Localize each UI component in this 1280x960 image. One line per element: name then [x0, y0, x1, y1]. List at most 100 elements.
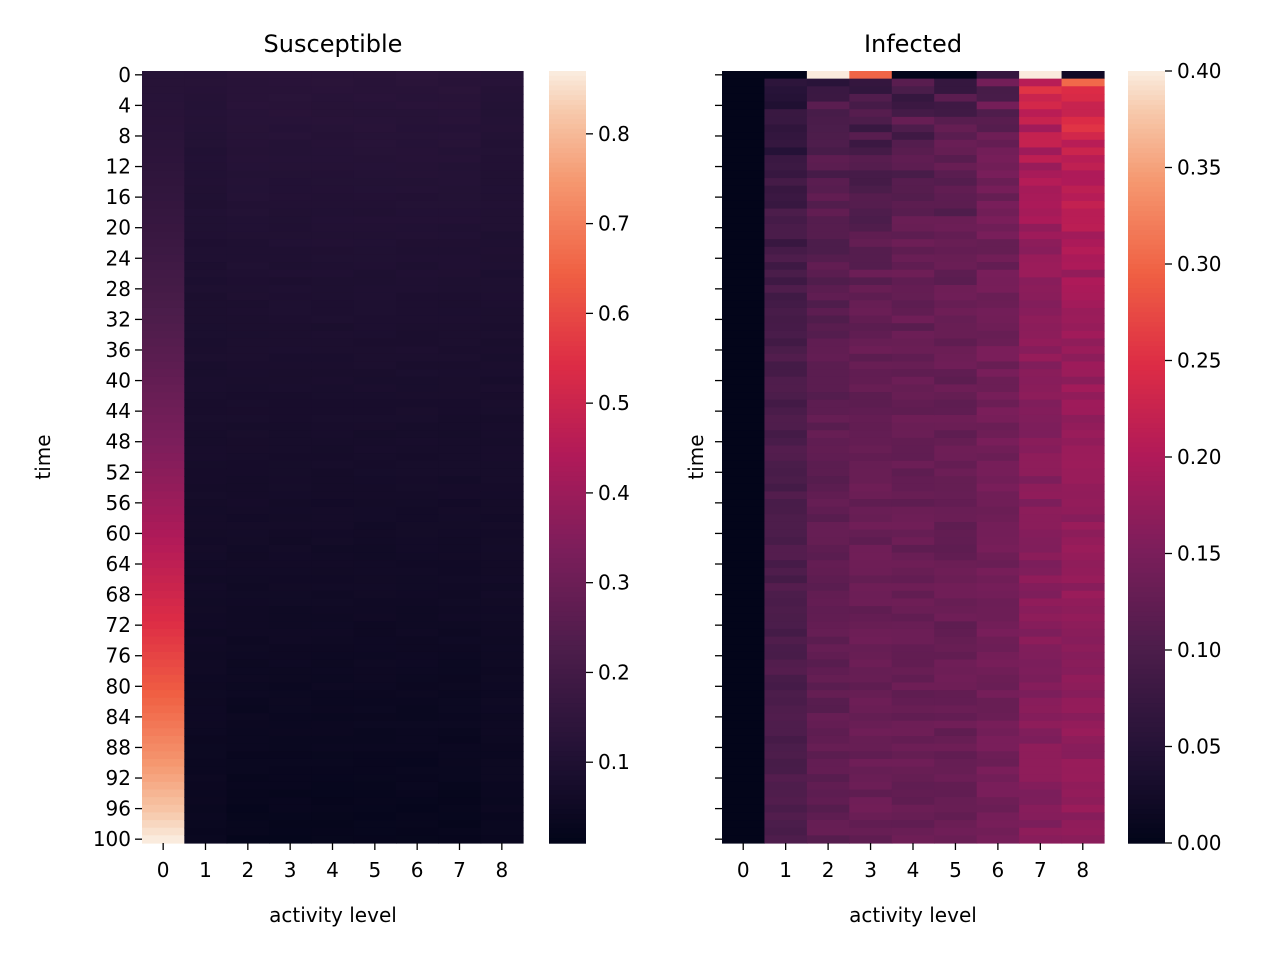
heat-cell-8-13	[480, 170, 524, 179]
heat-cell-6-10	[976, 147, 1020, 156]
colorbar-segment-12	[1128, 128, 1165, 135]
heat-cell-6-1	[976, 78, 1020, 87]
y-tick-label-60: 60	[106, 521, 131, 545]
heat-cell-8-40	[480, 376, 524, 385]
colorbar-segment-115	[1128, 625, 1165, 632]
heat-cell-4-64	[311, 560, 355, 569]
heat-cell-2-46	[226, 422, 270, 431]
heat-cell-3-9	[849, 139, 893, 149]
heat-cell-8-45	[480, 414, 524, 424]
heat-cell-7-46	[438, 422, 482, 431]
heat-cell-0-49	[722, 445, 766, 454]
heat-cell-7-39	[438, 369, 482, 378]
heat-cell-7-99	[438, 827, 482, 836]
heat-cell-2-97	[226, 812, 270, 821]
heat-cell-2-54	[806, 483, 850, 492]
heat-cell-3-88	[269, 743, 312, 752]
heat-cell-4-25	[891, 262, 935, 271]
heat-cell-1-36	[764, 346, 808, 355]
heat-cell-1-30	[764, 300, 808, 309]
heat-cell-2-20	[226, 223, 270, 233]
heat-cell-6-53	[976, 476, 1020, 485]
heat-cell-3-15	[269, 185, 312, 194]
heat-cell-0-36	[142, 346, 185, 355]
colorbar-segment-71	[549, 413, 586, 420]
heat-cell-3-14	[269, 178, 312, 187]
heat-cell-4-95	[311, 797, 355, 806]
heat-cell-6-45	[976, 414, 1020, 424]
colorbar-segment-150	[549, 794, 586, 801]
colorbar-segment-54	[549, 331, 586, 338]
heat-cell-7-0	[438, 71, 482, 80]
heat-cell-8-50	[480, 453, 524, 462]
heat-cell-2-44	[226, 407, 270, 416]
heat-cell-2-94	[806, 789, 850, 798]
heat-cell-4-72	[891, 621, 935, 630]
heat-cell-4-61	[891, 537, 935, 546]
heat-cell-1-38	[184, 361, 228, 370]
heat-cell-6-56	[976, 499, 1020, 508]
heat-cell-6-7	[976, 124, 1020, 133]
colorbar-segment-108	[1128, 592, 1165, 598]
colorbar-segment-137	[549, 732, 586, 738]
y-tick-label-64: 64	[106, 552, 131, 576]
heat-cell-5-13	[934, 170, 978, 179]
heat-cell-8-73	[480, 628, 524, 638]
colorbar-segment-89	[549, 500, 586, 506]
heat-cell-2-51	[806, 460, 850, 470]
heat-cell-1-3	[764, 93, 808, 103]
heat-cell-6-69	[976, 598, 1020, 607]
heat-cell-3-36	[269, 346, 312, 355]
heat-cell-4-87	[891, 735, 935, 745]
heat-cell-4-86	[891, 728, 935, 737]
heat-cell-1-84	[184, 713, 228, 722]
heat-cell-1-45	[764, 414, 808, 424]
heat-cell-1-46	[184, 422, 228, 431]
heat-cell-7-95	[1019, 797, 1063, 806]
heat-cell-1-88	[764, 743, 808, 752]
heat-cell-0-100	[722, 835, 766, 844]
heat-cell-7-23	[1019, 246, 1063, 256]
heat-cell-1-68	[764, 590, 808, 599]
heat-cell-0-29	[142, 292, 185, 301]
heat-cell-5-18	[353, 208, 397, 217]
colorbar-segment-146	[549, 775, 586, 781]
heat-cell-3-6	[269, 116, 312, 126]
heat-cell-8-90	[480, 758, 524, 768]
heat-cell-5-29	[353, 292, 397, 301]
heat-cell-0-54	[722, 483, 766, 492]
heat-cell-7-79	[438, 674, 482, 684]
heat-cell-3-3	[269, 93, 312, 103]
heat-cell-6-31	[976, 307, 1020, 317]
heat-cell-4-44	[311, 407, 355, 416]
heat-cell-3-48	[269, 437, 312, 447]
heat-cell-1-88	[184, 743, 228, 752]
colorbar-tick-label-0.4: 0.4	[598, 481, 630, 505]
heat-cell-7-70	[1019, 606, 1063, 615]
heat-cell-2-80	[806, 682, 850, 691]
heat-cell-1-87	[764, 735, 808, 745]
heat-cell-6-25	[396, 262, 439, 271]
heat-cell-8-93	[1061, 781, 1105, 791]
colorbar-segment-2	[549, 80, 586, 87]
heat-cell-5-71	[934, 613, 978, 622]
heat-cell-4-1	[311, 78, 355, 87]
heat-cell-5-29	[934, 292, 978, 301]
heat-cell-4-63	[891, 552, 935, 561]
heat-cell-1-78	[184, 667, 228, 676]
colorbar-segment-117	[1128, 635, 1165, 642]
heat-cell-4-71	[311, 613, 355, 622]
heat-cell-1-66	[764, 575, 808, 584]
heat-cell-8-31	[480, 307, 524, 317]
heat-cell-5-98	[353, 820, 397, 829]
heat-cell-8-43	[1061, 399, 1105, 408]
heat-cell-2-29	[806, 292, 850, 301]
heat-cell-3-75	[269, 644, 312, 653]
heat-cell-3-89	[849, 751, 893, 760]
colorbar-segment-29	[549, 210, 586, 217]
heat-cell-6-81	[976, 690, 1020, 699]
heat-cell-6-12	[396, 162, 439, 171]
heat-cell-6-45	[396, 414, 439, 424]
heat-cell-5-63	[934, 552, 978, 561]
